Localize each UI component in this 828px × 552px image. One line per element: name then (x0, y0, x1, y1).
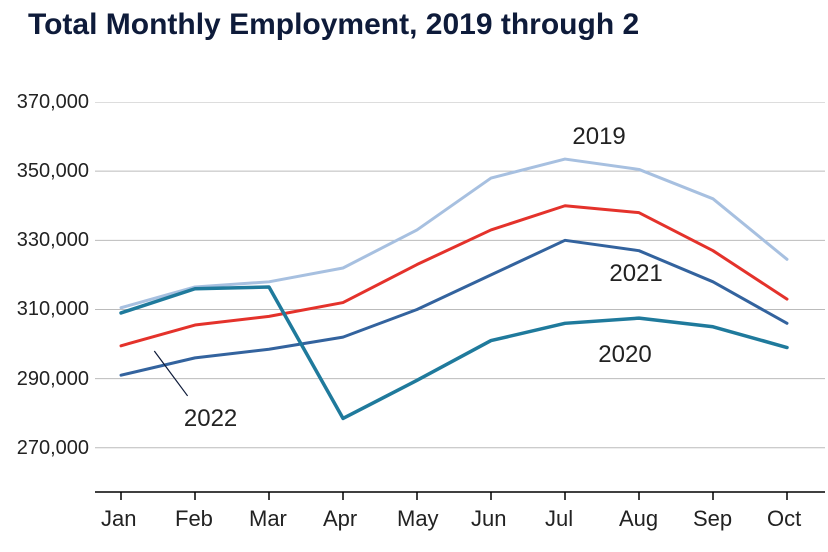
x-tick-label: Oct (767, 506, 801, 532)
annotation-label: 2022 (184, 405, 237, 433)
x-tick-label: Jan (101, 506, 136, 532)
x-tick-label: Jul (545, 506, 573, 532)
chart-svg (95, 102, 825, 532)
series-label-2019: 2019 (572, 123, 625, 151)
x-tick-label: Sep (693, 506, 732, 532)
series-label-2021: 2021 (609, 260, 662, 288)
y-tick-label: 370,000 (17, 91, 89, 114)
y-tick-label: 350,000 (17, 160, 89, 183)
chart-title: Total Monthly Employment, 2019 through 2 (28, 8, 639, 42)
series-label-2020: 2020 (598, 341, 651, 369)
y-tick-label: 310,000 (17, 298, 89, 321)
series-2021 (121, 240, 787, 375)
series-2019 (121, 159, 787, 308)
x-tick-label: Aug (619, 506, 658, 532)
x-tick-label: May (397, 506, 439, 532)
x-tick-label: Apr (323, 506, 357, 532)
series-2020 (121, 287, 787, 418)
y-tick-label: 330,000 (17, 229, 89, 252)
y-tick-label: 270,000 (17, 437, 89, 460)
x-tick-label: Jun (471, 506, 506, 532)
chart-container: Total Monthly Employment, 2019 through 2… (0, 0, 828, 552)
x-tick-label: Mar (249, 506, 287, 532)
x-tick-label: Feb (175, 506, 213, 532)
y-tick-label: 290,000 (17, 368, 89, 391)
